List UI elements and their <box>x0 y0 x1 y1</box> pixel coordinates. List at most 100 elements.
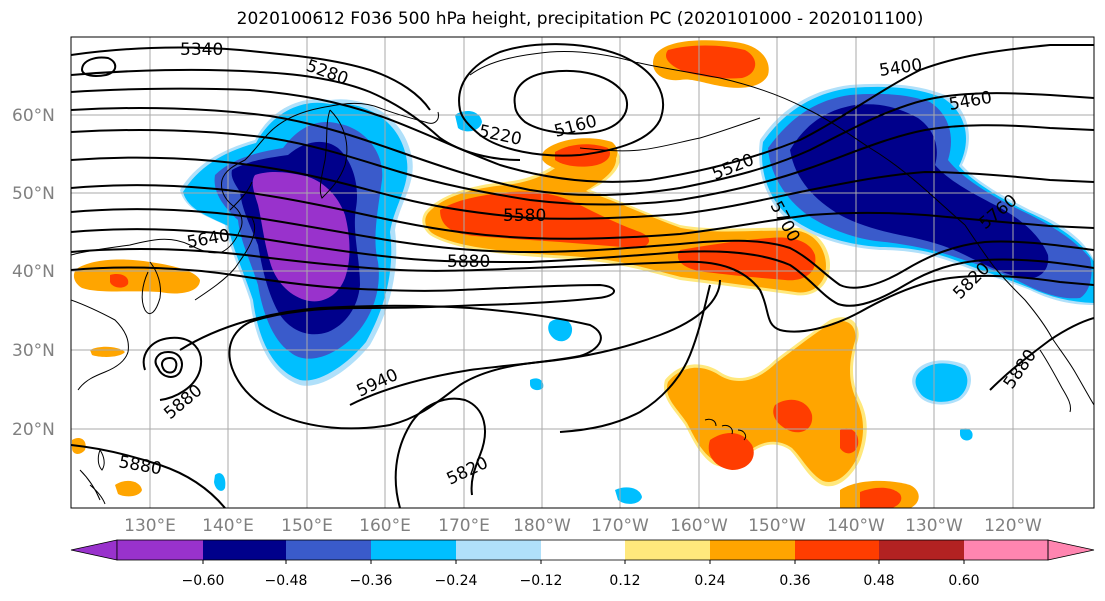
lat-label-60n: 60°N <box>12 106 55 126</box>
map-title: 2020100612 F036 500 hPa height, precipit… <box>236 9 924 29</box>
colorbar-tick-label: −0.36 <box>350 573 393 589</box>
coast-baja <box>1039 349 1071 413</box>
contour-line-5880-south <box>559 284 711 433</box>
contour-line-5760 <box>71 228 1094 307</box>
lon-label-130e: 130°E <box>124 516 176 536</box>
colorbar-tick-label: −0.12 <box>520 573 563 589</box>
coast-na-west <box>964 224 1094 406</box>
precip-hawaii-redorange <box>708 433 754 470</box>
graticule <box>71 37 1094 508</box>
colorbar-bin-6 <box>541 540 625 560</box>
lon-label-160e: 160°E <box>359 516 411 536</box>
precip-small-sky-2 <box>455 110 482 132</box>
lon-label-170e: 170°E <box>438 516 490 536</box>
colorbar-ticks <box>202 560 965 564</box>
precip-hawaii-redorange-3 <box>840 428 859 454</box>
coast-asia <box>71 102 439 256</box>
precip-small-orange-2 <box>90 346 125 357</box>
precip-south-redorange <box>860 487 902 508</box>
lat-label-30n: 30°N <box>12 341 55 361</box>
contour-label-5880-ring: 5880 <box>160 381 206 424</box>
lon-label-130w: 130°W <box>905 516 963 536</box>
contour-line-5940 <box>179 304 602 406</box>
contour-label-5160: 5160 <box>552 111 599 142</box>
colorbar-bin-9 <box>795 540 879 560</box>
precip-small-sky-4 <box>960 428 973 441</box>
colorbar-bin-1 <box>117 540 203 560</box>
contour-label-5880-east: 5880 <box>1000 346 1041 393</box>
contour-line-5880 <box>71 266 721 430</box>
colorbar-extend-right <box>1047 539 1095 561</box>
coast-philippines <box>79 469 106 505</box>
lat-label-50n: 50°N <box>12 184 55 204</box>
colorbar-bin-10 <box>879 540 964 560</box>
contour-label-5940: 5940 <box>354 365 402 401</box>
colorbar-tick-labels: −0.60 −0.48 −0.36 −0.24 −0.12 0.12 0.24 … <box>182 573 980 589</box>
precip-small-sky-6 <box>530 378 544 391</box>
lat-label-40n: 40°N <box>12 262 55 282</box>
lon-label-120w: 120°W <box>984 516 1042 536</box>
colorbar-bin-11 <box>964 540 1048 560</box>
contour-label-5460: 5460 <box>947 88 993 115</box>
lon-label-150w: 150°W <box>748 516 806 536</box>
contour-line-5460 <box>71 92 1094 197</box>
contour-line-5820-south <box>394 397 486 508</box>
precip-hawaii-redorange-2 <box>773 399 813 433</box>
colorbar-tick-label: 0.24 <box>694 573 725 589</box>
contour-line-topleft-ring <box>80 56 117 77</box>
colorbar-bin-2 <box>203 540 286 560</box>
contour-line-5880-ring <box>154 350 183 378</box>
contour-label-5880-southwest: 5880 <box>117 452 163 479</box>
colorbar-tick-label: 0.12 <box>609 573 640 589</box>
contour-line-5880-outer <box>142 336 203 401</box>
contour-label-5400: 5400 <box>878 55 924 81</box>
coast-taiwan <box>97 449 105 471</box>
contour-label-5220: 5220 <box>477 121 523 150</box>
precip-shading <box>72 40 1094 508</box>
contour-label-5640: 5640 <box>185 226 231 253</box>
colorbar-extend-left <box>70 539 118 561</box>
lat-label-20n: 20°N <box>12 420 55 440</box>
colorbar-bin-4 <box>371 540 456 560</box>
coast-china <box>71 299 129 391</box>
precip-hawaii-orange <box>666 321 864 482</box>
precip-small-sky-5 <box>615 487 642 504</box>
precip-central-redorange <box>440 191 650 248</box>
colorbar-bin-3 <box>286 540 371 560</box>
precip-arctic-redorange <box>665 45 756 79</box>
coast-kamchatka <box>319 109 348 199</box>
contour-label-5580: 5580 <box>503 206 546 226</box>
precip-central-redorange-2 <box>677 237 816 281</box>
precip-small-sky-1 <box>548 318 573 342</box>
precip-small-orange-3 <box>115 480 142 497</box>
contour-line-5520 <box>71 124 1094 206</box>
colorbar-bin-5 <box>456 540 541 560</box>
precip-small-redorange-1 <box>110 274 129 288</box>
colorbar-tick-label: −0.48 <box>265 573 308 589</box>
contour-line-5880-east <box>989 317 1094 391</box>
contour-line-5880-ring-inner <box>160 356 178 374</box>
coastlines <box>71 51 1094 505</box>
contour-line-5880-southwest <box>71 444 226 508</box>
height-contours <box>71 43 1094 508</box>
precip-small-sky-3 <box>214 473 226 491</box>
longitude-labels: 130°E 140°E 150°E 160°E 170°E 180°W 170°… <box>124 516 1042 536</box>
coast-hawaii <box>704 418 747 441</box>
lon-label-140w: 140°W <box>827 516 885 536</box>
colorbar: −0.60 −0.48 −0.36 −0.24 −0.12 0.12 0.24 … <box>70 539 1095 589</box>
contour-label-5520: 5520 <box>709 150 757 185</box>
contour-line-5160 <box>513 69 628 135</box>
map-frame <box>70 36 1095 509</box>
colorbar-tick-label: 0.36 <box>779 573 810 589</box>
contour-line-5700 <box>71 208 1094 289</box>
precip-west-pacific-purple <box>252 172 350 302</box>
colorbar-bin-7 <box>625 540 710 560</box>
contour-line-5340 <box>71 46 431 111</box>
lon-label-170w: 170°W <box>591 516 649 536</box>
lon-label-180w: 180°W <box>513 516 571 536</box>
contour-label-5340: 5340 <box>180 40 223 60</box>
coast-korea <box>141 261 161 314</box>
lon-label-160w: 160°W <box>670 516 728 536</box>
precip-east-navy <box>790 104 1049 279</box>
